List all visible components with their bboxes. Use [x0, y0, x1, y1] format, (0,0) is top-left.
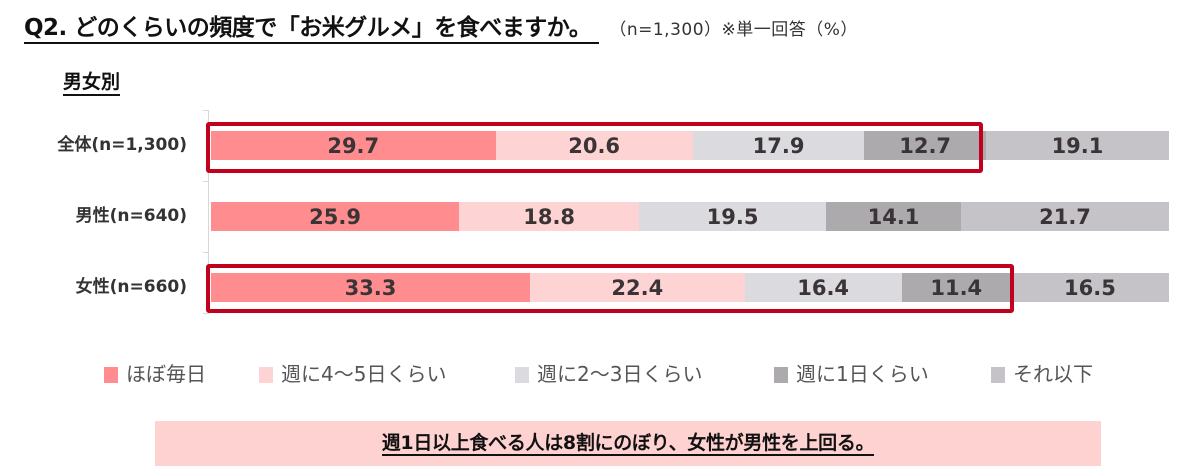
segment-less: 16.5	[1010, 273, 1169, 302]
segment-daily: 25.9	[211, 202, 460, 231]
axis-tick	[203, 313, 209, 314]
legend-label: それ以下	[1013, 362, 1093, 386]
row-label-female: 女性(n=660)	[75, 277, 187, 297]
category-axis	[208, 110, 209, 314]
summary-text: 週1日以上食べる人は8割にのぼり、女性が男性を上回る。	[381, 431, 875, 456]
segment-1-day: 12.7	[864, 131, 986, 160]
segment-daily: 33.3	[211, 273, 530, 302]
legend-swatch-icon	[774, 366, 788, 383]
bar-female: 33.3 22.4 16.4 11.4 16.5	[211, 273, 1169, 302]
axis-tick	[203, 252, 209, 253]
chart-subtitle: 男女別	[63, 70, 121, 96]
segment-daily: 29.7	[211, 131, 496, 160]
row-label-total: 全体(n=1,300)	[57, 135, 187, 155]
legend-item-1-day: 週に1日くらい	[774, 358, 929, 387]
legend-item-daily: ほぼ毎日	[104, 358, 206, 387]
segment-1-day: 14.1	[825, 202, 962, 231]
segment-2-3-days: 16.4	[744, 273, 902, 302]
legend-swatch-icon	[991, 366, 1005, 383]
segment-2-3-days: 19.5	[639, 202, 826, 231]
highlight-box-female	[206, 264, 1014, 313]
segment-4-5-days: 20.6	[495, 131, 693, 160]
chart-title-area: Q2. どのくらいの頻度で「お米グルメ」を食べますか。 （n=1,300）※単一…	[24, 14, 858, 50]
legend-swatch-icon	[104, 366, 118, 383]
legend-item-less: それ以下	[991, 358, 1093, 387]
segment-less: 19.1	[985, 131, 1169, 160]
legend-label: ほぼ毎日	[126, 362, 206, 386]
legend-item-2-3-days: 週に2〜3日くらい	[515, 358, 702, 387]
legend-item-4-5-days: 週に4〜5日くらい	[259, 358, 446, 387]
segment-1-day: 11.4	[901, 273, 1011, 302]
axis-tick	[203, 181, 209, 182]
segment-4-5-days: 22.4	[530, 273, 745, 302]
legend-swatch-icon	[515, 366, 529, 383]
segment-4-5-days: 18.8	[459, 202, 640, 231]
legend: ほぼ毎日 週に4〜5日くらい 週に2〜3日くらい 週に1日くらい それ以下	[0, 358, 1200, 388]
row-label-male: 男性(n=640)	[75, 206, 187, 226]
highlight-box-total	[206, 122, 983, 173]
bar-total: 29.7 20.6 17.9 12.7 19.1	[211, 131, 1169, 160]
bar-male: 25.9 18.8 19.5 14.1 21.7	[211, 202, 1169, 231]
axis-tick	[203, 110, 209, 111]
legend-label: 週に1日くらい	[796, 362, 929, 386]
segment-2-3-days: 17.9	[692, 131, 865, 160]
legend-swatch-icon	[259, 366, 273, 383]
legend-label: 週に2〜3日くらい	[537, 362, 703, 386]
chart-title: Q2. どのくらいの頻度で「お米グルメ」を食べますか。	[24, 14, 600, 44]
summary-callout: 週1日以上食べる人は8割にのぼり、女性が男性を上回る。	[155, 421, 1101, 466]
legend-label: 週に4〜5日くらい	[281, 362, 447, 386]
segment-less: 21.7	[961, 202, 1169, 231]
sample-note: （n=1,300）※単一回答（%）	[609, 20, 858, 40]
